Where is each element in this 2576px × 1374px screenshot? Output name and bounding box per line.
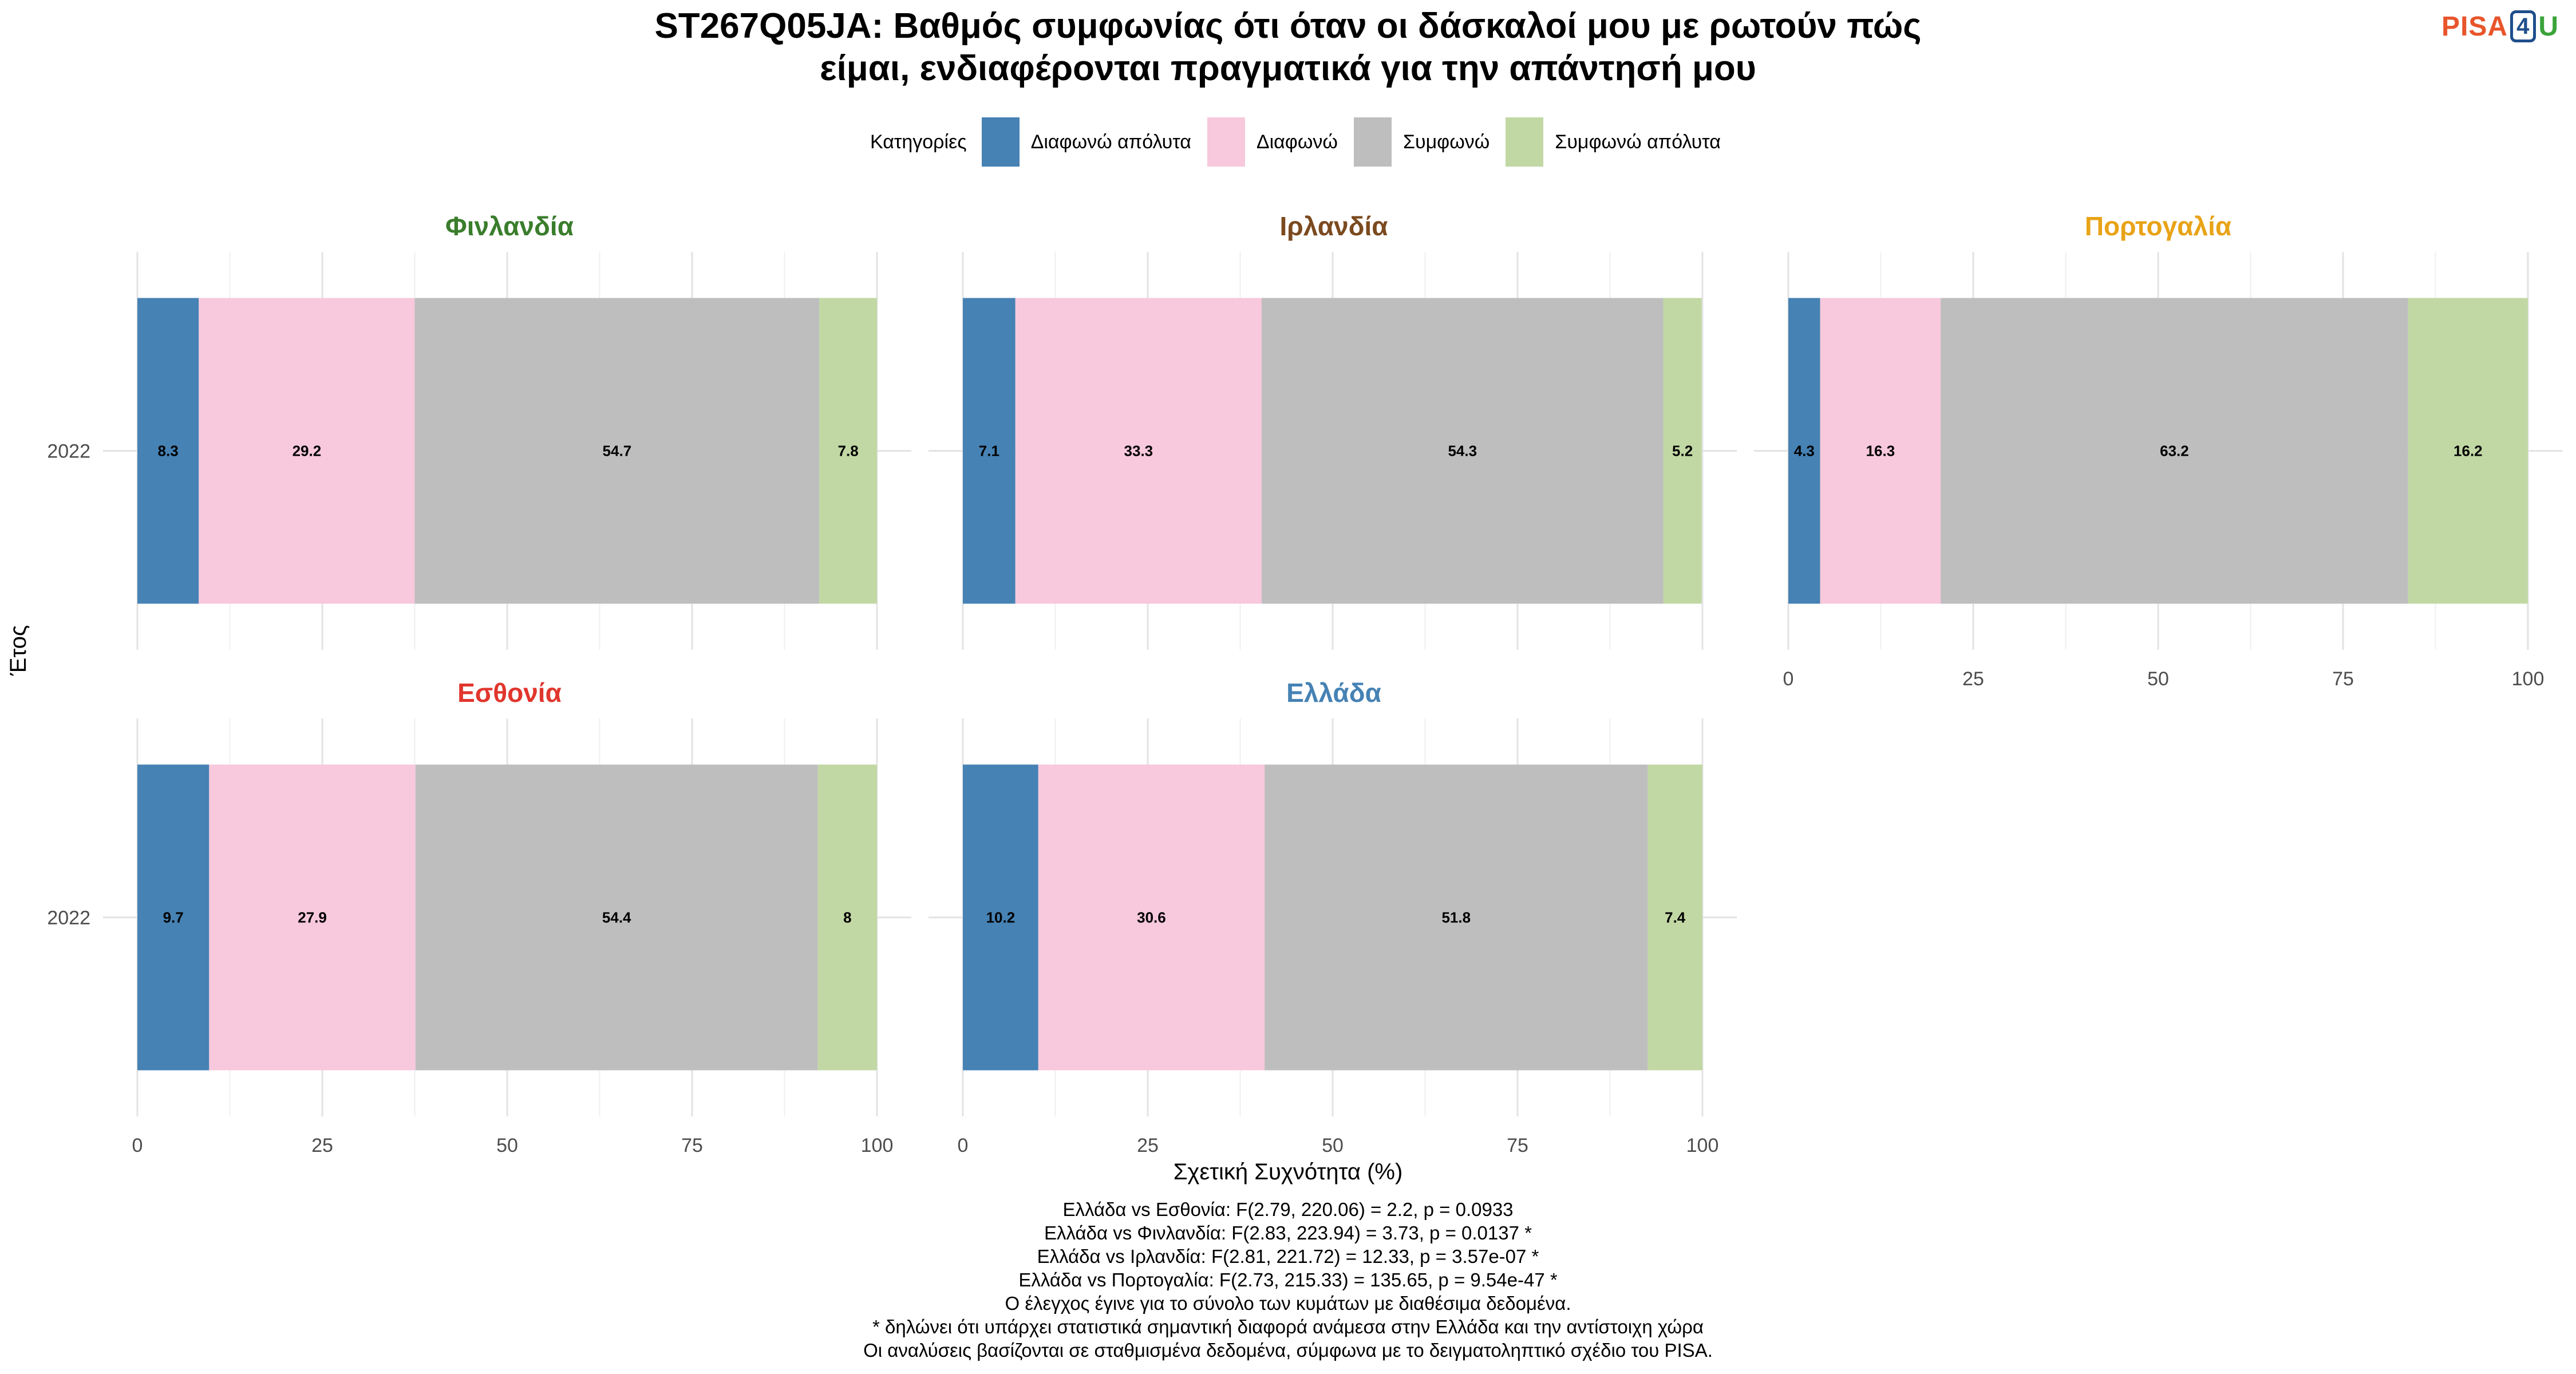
bar-segment bbox=[1015, 298, 1262, 604]
logo-text-pisa: PISA bbox=[2441, 11, 2508, 42]
bar-value-label: 54.7 bbox=[603, 443, 632, 460]
bar-segment bbox=[1820, 298, 1941, 604]
footnote-line: Ελλάδα vs Φινλανδία: F(2.83, 223.94) = 3… bbox=[1044, 1222, 1532, 1243]
facet-panel: 9.7 27.9 54.4 8 2022 0 25 50 75 100 bbox=[47, 718, 911, 1156]
bar-value-label: 30.6 bbox=[1137, 909, 1166, 926]
legend-label: Συμφωνώ bbox=[1402, 131, 1490, 153]
bar-segment bbox=[1261, 298, 1664, 604]
x-tick-label: 25 bbox=[1137, 1135, 1159, 1156]
bar-segment bbox=[1663, 298, 1702, 604]
legend-swatch bbox=[1506, 117, 1544, 167]
legend-label: Διαφωνώ bbox=[1256, 131, 1338, 153]
y-tick-label: 2022 bbox=[47, 907, 90, 929]
bar-value-label: 29.2 bbox=[293, 443, 322, 460]
bar-segment bbox=[963, 298, 1016, 604]
bar-segment bbox=[199, 298, 415, 604]
x-tick-label: 75 bbox=[1507, 1135, 1528, 1156]
bar-value-label: 54.4 bbox=[602, 909, 631, 926]
x-tick-label: 25 bbox=[1962, 668, 1984, 690]
legend-swatch bbox=[1353, 117, 1392, 167]
facet-panel: 7.1 33.3 54.3 5.2 bbox=[929, 252, 1737, 650]
x-tick-label: 0 bbox=[132, 1135, 143, 1156]
x-tick-label: 50 bbox=[2147, 668, 2169, 690]
bar-segment bbox=[1647, 764, 1702, 1071]
legend: Κατηγορίες Διαφωνώ απόλυτα Διαφωνώ Συμφω… bbox=[870, 117, 1737, 167]
bar-segment bbox=[137, 764, 210, 1071]
bar-value-label: 7.4 bbox=[1665, 909, 1686, 926]
bar-value-label: 7.8 bbox=[838, 443, 859, 460]
bar-value-label: 8.3 bbox=[158, 443, 179, 460]
bar-value-label: 33.3 bbox=[1124, 443, 1153, 460]
x-tick-label: 50 bbox=[1322, 1135, 1344, 1156]
bar-segment bbox=[1265, 764, 1648, 1071]
footnote-line: Ελλάδα vs Ιρλανδία: F(2.81, 221.72) = 12… bbox=[1037, 1246, 1539, 1267]
facet-panel: 4.3 16.3 63.2 16.2 0 25 50 75 100 bbox=[1754, 252, 2562, 690]
facet-panel: 8.3 29.2 54.7 7.8 2022 bbox=[47, 252, 911, 650]
bar-value-label: 54.3 bbox=[1448, 443, 1477, 460]
bar-value-label: 63.2 bbox=[2160, 443, 2189, 460]
facet-title-finland: Φινλανδία bbox=[445, 211, 574, 241]
bar-value-label: 5.2 bbox=[1672, 443, 1693, 460]
bar-segment bbox=[1038, 764, 1265, 1071]
bar-value-label: 10.2 bbox=[986, 909, 1016, 926]
legend-item: Συμφωνώ bbox=[1353, 117, 1490, 167]
y-tick-label: 2022 bbox=[47, 441, 90, 463]
legend-label: Διαφωνώ απόλυτα bbox=[1030, 131, 1191, 153]
x-tick-label: 50 bbox=[496, 1135, 518, 1156]
bar-segment bbox=[1788, 298, 1820, 604]
x-tick-label: 25 bbox=[311, 1135, 333, 1156]
pisa4u-logo: PISA 4 U bbox=[2441, 10, 2559, 42]
legend-label: Συμφωνώ απόλυτα bbox=[1555, 131, 1721, 153]
bar-segment bbox=[817, 764, 877, 1071]
x-tick-label: 100 bbox=[1686, 1135, 1719, 1156]
bar-segment bbox=[1941, 298, 2408, 604]
x-tick-label: 0 bbox=[1783, 668, 1794, 690]
facet-title-greece: Ελλάδα bbox=[1286, 678, 1381, 708]
footnotes: Ελλάδα vs Εσθονία: F(2.79, 220.06) = 2.2… bbox=[0, 1198, 2576, 1362]
y-axis-label: Έτος bbox=[6, 625, 31, 676]
bar-value-label: 8 bbox=[843, 909, 851, 926]
x-tick-label: 100 bbox=[861, 1135, 894, 1156]
legend-swatch bbox=[981, 117, 1020, 167]
footnote-line: Οι αναλύσεις βασίζονται σε σταθμισμένα δ… bbox=[863, 1340, 1713, 1361]
logo-text-u: U bbox=[2538, 11, 2559, 42]
logo-text-4: 4 bbox=[2510, 10, 2537, 42]
chart-title-line-1: ST267Q05JA: Βαθμός συμφωνίας ότι όταν οι… bbox=[654, 6, 1922, 46]
footnote-line: Ελλάδα vs Πορτογαλία: F(2.73, 215.33) = … bbox=[1018, 1269, 1558, 1290]
legend-item: Διαφωνώ απόλυτα bbox=[981, 117, 1191, 167]
bar-value-label: 27.9 bbox=[298, 909, 327, 926]
facet-title-portugal: Πορτογαλία bbox=[2084, 211, 2232, 241]
bar-value-label: 16.3 bbox=[1866, 443, 1895, 460]
bar-segment bbox=[963, 764, 1038, 1071]
x-tick-label: 0 bbox=[958, 1135, 969, 1156]
x-axis-label: Σχετική Συχνότητα (%) bbox=[1173, 1159, 1403, 1185]
legend-title: Κατηγορίες bbox=[870, 131, 967, 153]
bar-segment bbox=[2408, 298, 2528, 604]
bar-segment bbox=[209, 764, 416, 1071]
bar-segment bbox=[415, 764, 818, 1071]
footnote-line: Ελλάδα vs Εσθονία: F(2.79, 220.06) = 2.2… bbox=[1062, 1199, 1514, 1220]
footnote-line: Ο έλεγχος έγινε για το σύνολο των κυμάτω… bbox=[1005, 1293, 1571, 1314]
bar-value-label: 51.8 bbox=[1441, 909, 1471, 926]
x-tick-label: 75 bbox=[681, 1135, 703, 1156]
bar-segment bbox=[414, 298, 820, 604]
bar-segment bbox=[137, 298, 199, 604]
footnote-line: * δηλώνει ότι υπάρχει στατιστικά σημαντι… bbox=[872, 1316, 1704, 1337]
x-tick-label: 100 bbox=[2512, 668, 2545, 690]
bar-value-label: 9.7 bbox=[163, 909, 184, 926]
chart-title-line-2: είμαι, ενδιαφέρονται πραγματικά για την … bbox=[820, 49, 1756, 88]
bar-value-label: 16.2 bbox=[2453, 443, 2483, 460]
bar-segment bbox=[819, 298, 877, 604]
legend-item: Διαφωνώ bbox=[1207, 117, 1338, 167]
facet-title-estonia: Εσθονία bbox=[457, 678, 562, 708]
facet-title-ireland: Ιρλανδία bbox=[1279, 211, 1388, 241]
legend-item: Συμφωνώ απόλυτα bbox=[1506, 117, 1721, 167]
legend-swatch bbox=[1207, 117, 1245, 167]
facet-panel: 10.2 30.6 51.8 7.4 0 25 50 75 100 bbox=[929, 718, 1737, 1156]
x-tick-label: 75 bbox=[2332, 668, 2354, 690]
bar-value-label: 4.3 bbox=[1794, 443, 1815, 460]
bar-value-label: 7.1 bbox=[979, 443, 999, 460]
